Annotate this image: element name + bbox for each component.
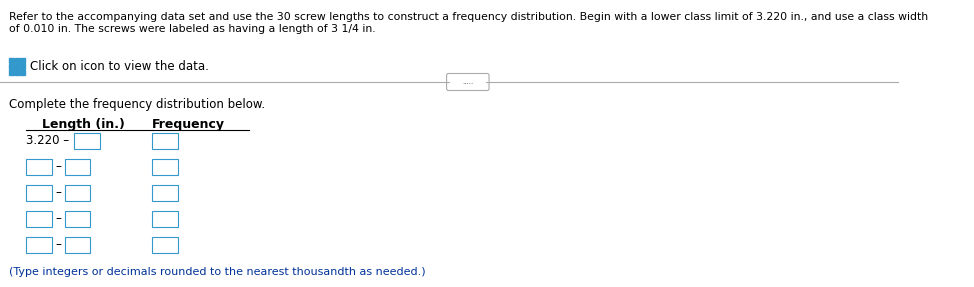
FancyBboxPatch shape: [447, 73, 489, 90]
Bar: [20, 64, 25, 69]
FancyBboxPatch shape: [64, 185, 91, 201]
Text: Frequency: Frequency: [152, 118, 225, 131]
Text: –: –: [56, 238, 61, 251]
Text: Complete the frequency distribution below.: Complete the frequency distribution belo…: [9, 98, 265, 111]
FancyBboxPatch shape: [26, 185, 52, 201]
Bar: [20, 70, 25, 75]
FancyBboxPatch shape: [26, 159, 52, 175]
Text: Refer to the accompanying data set and use the 30 screw lengths to construct a f: Refer to the accompanying data set and u…: [9, 12, 928, 34]
Bar: [15, 70, 19, 75]
FancyBboxPatch shape: [152, 237, 178, 253]
FancyBboxPatch shape: [64, 237, 91, 253]
Bar: [9, 58, 14, 63]
FancyBboxPatch shape: [64, 159, 91, 175]
Text: –: –: [56, 160, 61, 174]
Text: –: –: [56, 187, 61, 199]
FancyBboxPatch shape: [152, 185, 178, 201]
Bar: [9, 70, 14, 75]
Bar: [9, 64, 14, 69]
Bar: [20, 58, 25, 63]
Text: 3.220 –: 3.220 –: [26, 135, 69, 148]
Text: Length (in.): Length (in.): [42, 118, 125, 131]
Bar: [15, 64, 19, 69]
FancyBboxPatch shape: [26, 237, 52, 253]
Text: Click on icon to view the data.: Click on icon to view the data.: [29, 59, 208, 73]
FancyBboxPatch shape: [152, 159, 178, 175]
Text: –: –: [56, 212, 61, 226]
FancyBboxPatch shape: [152, 133, 178, 149]
FancyBboxPatch shape: [152, 211, 178, 227]
FancyBboxPatch shape: [26, 211, 52, 227]
FancyBboxPatch shape: [64, 211, 91, 227]
Text: .....: .....: [463, 79, 473, 85]
Text: (Type integers or decimals rounded to the nearest thousandth as needed.): (Type integers or decimals rounded to th…: [9, 267, 426, 277]
FancyBboxPatch shape: [74, 133, 99, 149]
Bar: [15, 58, 19, 63]
